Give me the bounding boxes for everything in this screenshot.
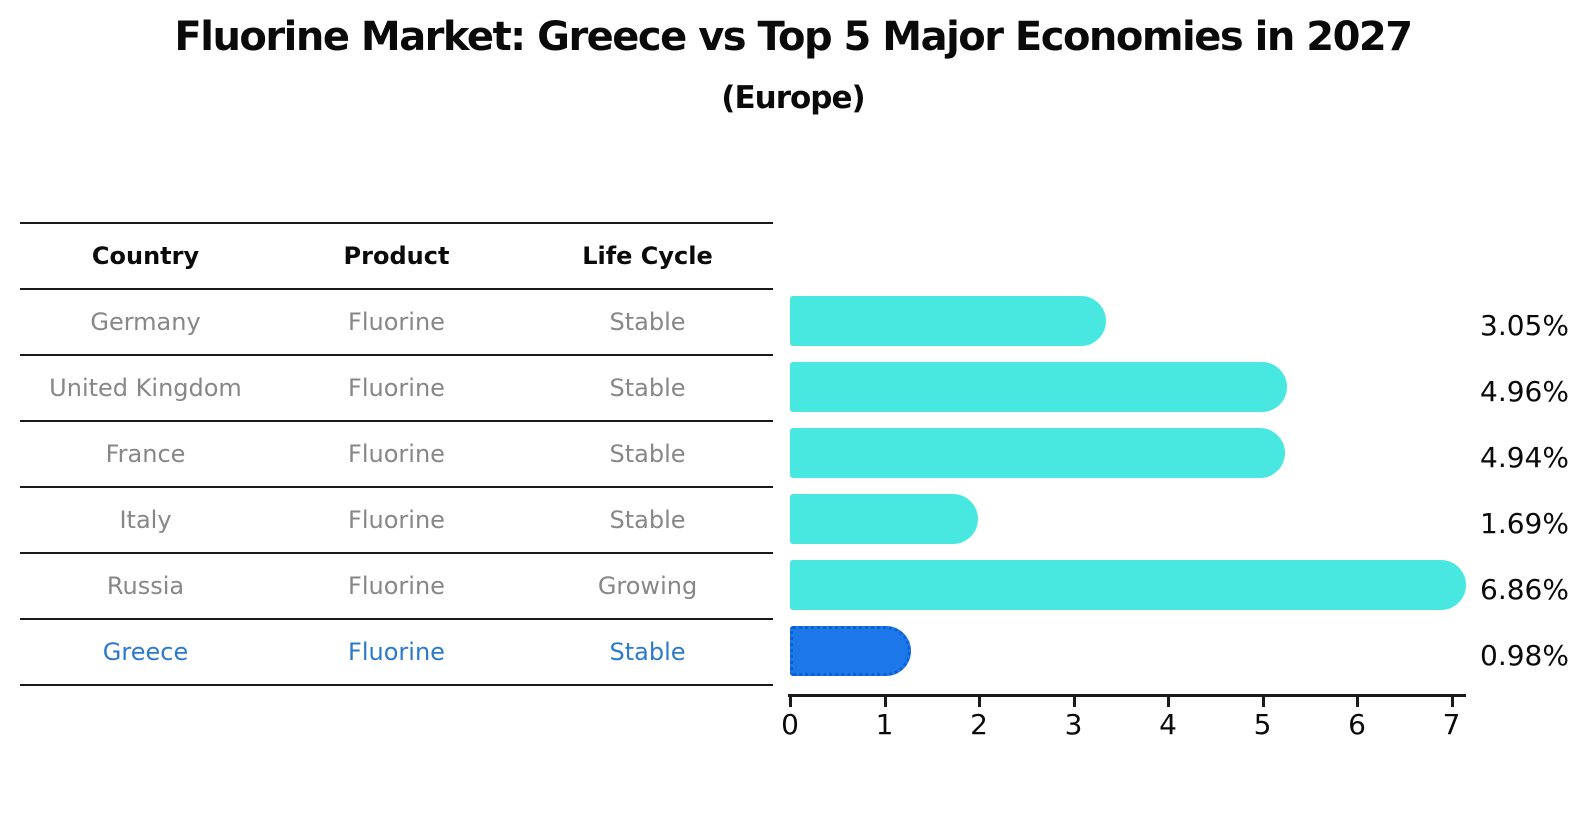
- table-row-united-kingdom: United Kingdom Fluorine Stable: [20, 356, 773, 422]
- value-label-united-kingdom: 4.96%: [1480, 374, 1569, 408]
- x-axis-tick-2: [978, 697, 981, 707]
- table-row-italy: Italy Fluorine Stable: [20, 488, 773, 554]
- value-label-germany: 3.05%: [1480, 308, 1569, 342]
- x-axis-tick-label-7: 7: [1442, 708, 1461, 741]
- x-axis-tick-5: [1261, 697, 1265, 707]
- product-cell: Fluorine: [348, 374, 445, 402]
- x-axis-tick-label-3: 3: [1064, 708, 1083, 741]
- bar-france: [790, 428, 1285, 478]
- x-axis-tick-label-4: 4: [1159, 708, 1177, 741]
- x-axis-tick-6: [1356, 697, 1359, 707]
- bar-russia: [790, 560, 1466, 610]
- x-axis-tick-label-6: 6: [1348, 708, 1366, 741]
- product-cell: Fluorine: [348, 506, 445, 534]
- value-label-france: 4.94%: [1480, 440, 1569, 474]
- x-axis-tick-3: [1072, 697, 1076, 707]
- x-axis-tick-7: [1450, 697, 1454, 707]
- country-cell: France: [105, 440, 186, 468]
- x-axis-tick-label-2: 2: [970, 708, 988, 741]
- life-cycle-cell: Growing: [597, 572, 698, 600]
- product-cell: Fluorine: [348, 572, 445, 600]
- column-header-country: Country: [91, 242, 200, 270]
- country-cell: Greece: [102, 638, 189, 666]
- x-axis-tick-label-0: 0: [781, 708, 799, 741]
- life-cycle-cell: Stable: [609, 638, 686, 666]
- life-cycle-cell: Stable: [609, 440, 686, 468]
- x-axis-spine: [788, 694, 1466, 697]
- country-table: Country Product Life Cycle Germany Fluori…: [20, 222, 773, 686]
- column-header-product: Product: [343, 242, 450, 270]
- life-cycle-cell: Stable: [609, 374, 686, 402]
- table-body: Germany Fluorine Stable United Kingdom Fluor…: [20, 290, 773, 686]
- column-header-life-cycle: Life Cycle: [582, 242, 713, 270]
- page-title: Fluorine Market: Greece vs Top 5 Major E…: [174, 14, 1413, 60]
- page-subtitle: (Europe): [721, 80, 865, 116]
- value-label-russia: 6.86%: [1480, 572, 1569, 606]
- value-label-greece: 0.98%: [1480, 638, 1569, 672]
- country-cell: Germany: [90, 308, 201, 336]
- value-label-italy: 1.69%: [1480, 506, 1569, 540]
- product-cell: Fluorine: [348, 638, 445, 666]
- country-cell: Italy: [119, 506, 172, 534]
- x-axis-tick-1: [883, 697, 887, 707]
- country-cell: Russia: [106, 572, 185, 600]
- country-cell: United Kingdom: [49, 374, 242, 402]
- x-axis-tick-label-1: 1: [875, 708, 894, 741]
- bar-greece: [790, 626, 911, 676]
- bar-germany: [790, 296, 1106, 346]
- life-cycle-cell: Stable: [609, 506, 686, 534]
- life-cycle-cell: Stable: [609, 308, 686, 336]
- x-axis-tick-0: [789, 697, 792, 707]
- product-cell: Fluorine: [348, 440, 445, 468]
- x-axis-tick-label-5: 5: [1253, 708, 1272, 741]
- table-row-greece: Greece Fluorine Stable: [20, 620, 773, 686]
- table-row-russia: Russia Fluorine Growing: [20, 554, 773, 620]
- table-row-france: France Fluorine Stable: [20, 422, 773, 488]
- bar-italy: [790, 494, 978, 544]
- table-header-row: Country Product Life Cycle: [20, 224, 773, 290]
- table-row-germany: Germany Fluorine Stable: [20, 290, 773, 356]
- bar-united-kingdom: [790, 362, 1287, 412]
- product-cell: Fluorine: [348, 308, 445, 336]
- x-axis-tick-4: [1167, 697, 1170, 707]
